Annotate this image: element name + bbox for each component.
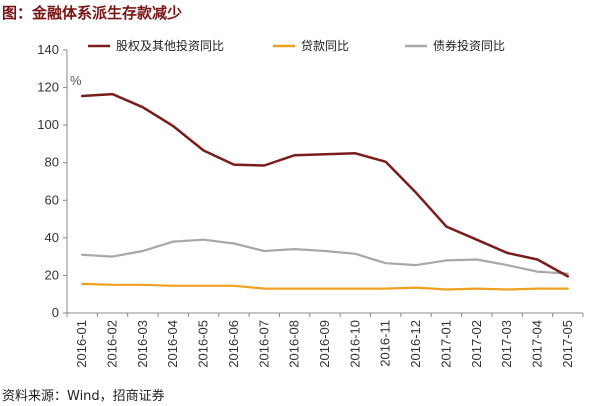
chart-legend: 股权及其他投资同比 贷款同比 债券投资同比 <box>88 38 505 53</box>
x-tick-label: 2017-05 <box>560 320 575 368</box>
y-tick-label: 80 <box>45 155 59 170</box>
x-tick-label: 2016-05 <box>196 320 211 368</box>
legend-label: 股权及其他投资同比 <box>116 38 224 53</box>
x-tick-label: 2017-01 <box>438 320 453 368</box>
x-tick-label: 2016-02 <box>105 320 120 368</box>
y-tick-label: 20 <box>45 267 59 282</box>
y-tick-label: 140 <box>37 42 59 57</box>
y-tick-label: 60 <box>45 192 59 207</box>
x-tick-label: 2016-03 <box>135 320 150 368</box>
series-line <box>81 282 569 291</box>
y-tick-label: 40 <box>45 230 59 245</box>
series-line <box>81 238 569 275</box>
chart-title: 图：金融体系派生存款减少 <box>2 4 183 22</box>
x-tick-label: 2017-02 <box>469 320 484 368</box>
legend-label: 债券投资同比 <box>433 38 505 53</box>
x-tick-label: 2016-06 <box>226 320 241 368</box>
x-tick-label: 2016-10 <box>347 320 362 368</box>
y-tick-label: 100 <box>37 117 59 132</box>
source-note: 资料来源：Wind，招商证券 <box>2 389 165 404</box>
x-tick-label: 2016-11 <box>378 320 393 367</box>
x-tick-label: 2016-07 <box>256 320 271 368</box>
y-tick-label: 120 <box>37 80 59 95</box>
chart-axes: 0 20 40 60 80 100 120 140 2016-01 2016-02 2016-03 2… <box>37 42 584 368</box>
x-tick-label: 2016-01 <box>74 320 89 368</box>
unit-label: % <box>70 73 82 88</box>
x-tick-label: 2016-09 <box>317 320 332 368</box>
chart-series <box>80 92 570 291</box>
x-tick-label: 2016-12 <box>408 320 423 368</box>
series-line <box>80 92 570 278</box>
legend-label: 贷款同比 <box>301 39 349 53</box>
x-tick-label: 2017-03 <box>499 320 514 368</box>
x-tick-label: 2016-08 <box>287 320 302 368</box>
x-tick-label: 2016-04 <box>165 320 180 368</box>
x-tick-label: 2017-04 <box>529 320 544 368</box>
y-tick-label: 0 <box>52 305 59 320</box>
